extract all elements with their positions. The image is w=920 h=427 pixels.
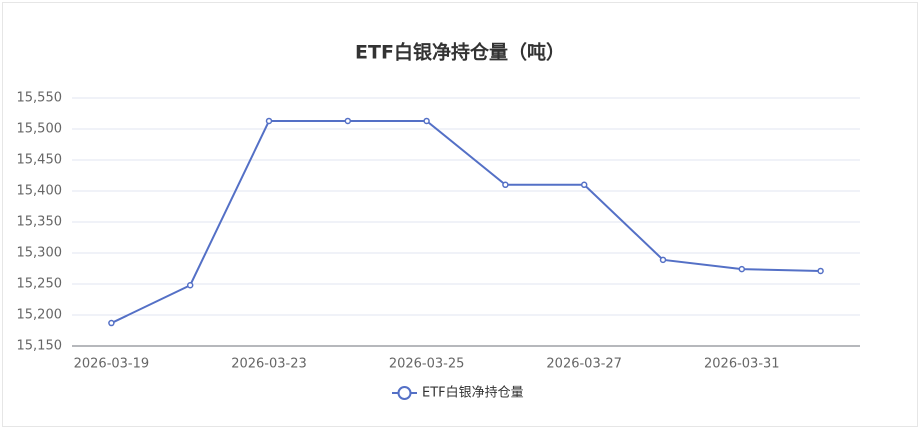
data-point (108, 319, 115, 327)
data-point (423, 117, 430, 125)
y-tick-label: 15,150 (17, 339, 63, 354)
data-point (265, 117, 273, 125)
series-line (110, 119, 821, 324)
y-tick-label: 15,200 (17, 308, 63, 323)
data-point (344, 117, 352, 125)
data-point (502, 181, 509, 189)
chart-title: ETF白银净持仓量（吨） (355, 41, 565, 64)
x-tick-label: 2026-03-27 (546, 357, 622, 372)
y-tick-label: 15,250 (17, 277, 63, 292)
data-point (580, 181, 588, 189)
y-tick-label: 15,400 (17, 184, 63, 199)
data-point (659, 256, 667, 264)
y-tick-label: 15,300 (17, 246, 63, 261)
x-tick-label: 2026-03-31 (704, 357, 780, 372)
y-tick-label: 15,550 (17, 91, 63, 106)
legend-label: ETF白银净持仓量 (422, 385, 524, 401)
x-tick-label: 2026-03-25 (389, 357, 465, 372)
legend-marker (397, 386, 412, 400)
y-tick-label: 15,500 (17, 122, 63, 137)
y-tick-label: 15,350 (17, 215, 63, 230)
data-point (186, 281, 194, 289)
y-tick-label: 15,450 (17, 153, 63, 168)
x-tick-label: 2026-03-19 (74, 357, 150, 372)
data-point (738, 265, 746, 273)
data-point (817, 267, 824, 275)
x-tick-label: 2026-03-23 (231, 357, 307, 372)
